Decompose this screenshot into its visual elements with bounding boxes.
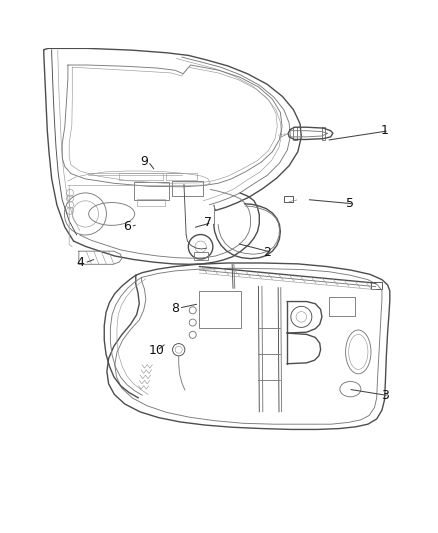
Text: 10: 10 bbox=[149, 344, 165, 357]
Text: 5: 5 bbox=[346, 197, 354, 211]
Bar bbox=[328, 297, 355, 316]
Bar bbox=[119, 173, 163, 180]
Bar bbox=[322, 127, 325, 140]
Bar bbox=[284, 197, 293, 201]
Text: 7: 7 bbox=[204, 216, 212, 229]
Bar bbox=[172, 181, 203, 197]
Text: 4: 4 bbox=[77, 256, 85, 270]
Text: 3: 3 bbox=[381, 389, 389, 402]
Bar bbox=[166, 173, 197, 180]
Bar bbox=[293, 127, 297, 140]
Bar bbox=[371, 282, 382, 289]
Text: 2: 2 bbox=[263, 246, 271, 259]
Bar bbox=[199, 290, 241, 328]
Text: 9: 9 bbox=[140, 155, 148, 168]
Text: 8: 8 bbox=[171, 302, 179, 314]
Bar bbox=[137, 199, 165, 206]
Bar bbox=[194, 252, 208, 260]
Bar bbox=[134, 182, 169, 200]
Text: 6: 6 bbox=[123, 220, 131, 233]
Text: 1: 1 bbox=[381, 124, 389, 137]
